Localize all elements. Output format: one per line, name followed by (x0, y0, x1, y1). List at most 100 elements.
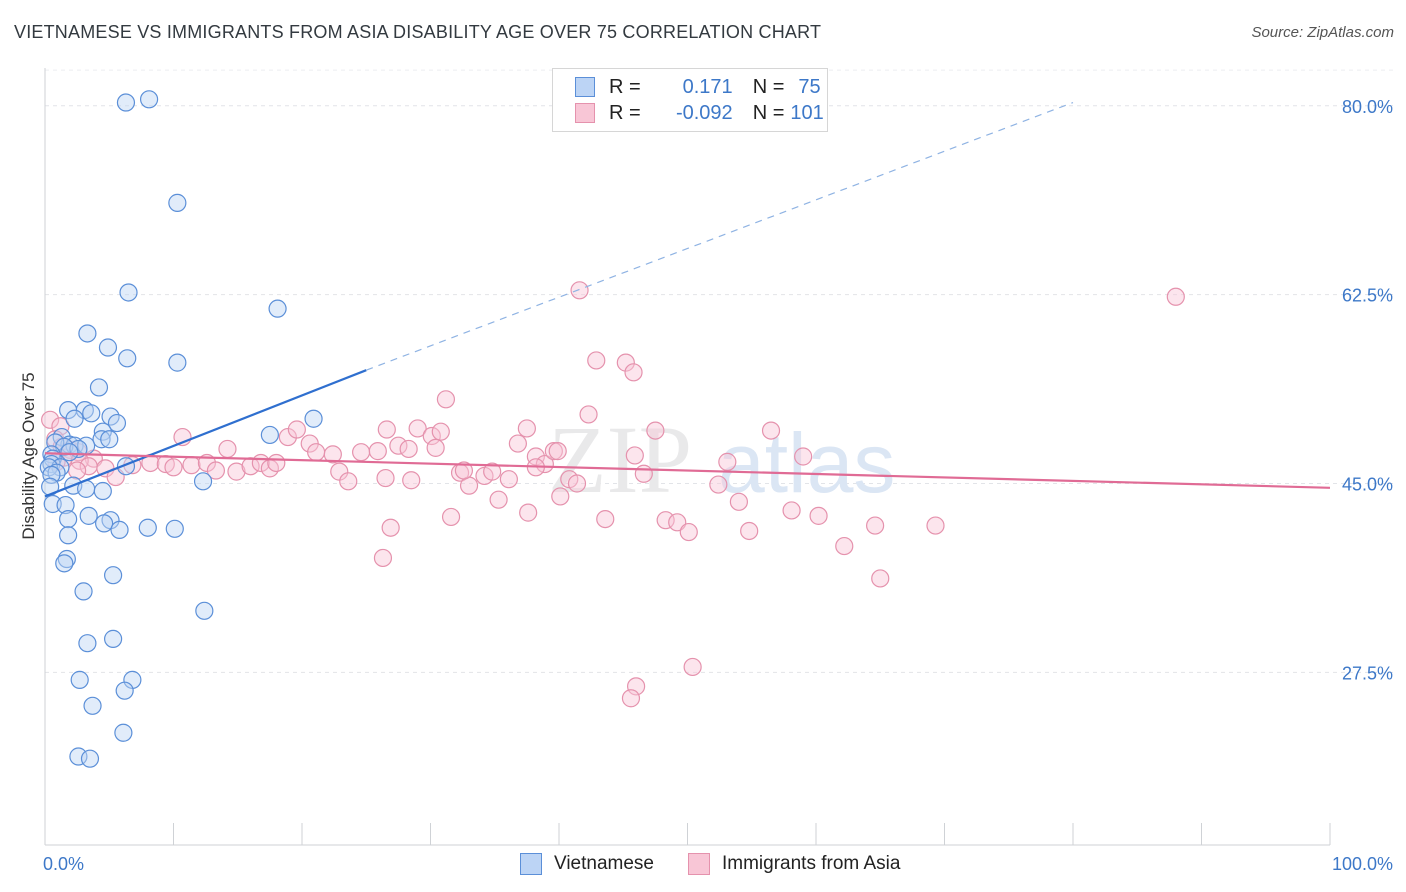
point-vietnamese (100, 430, 119, 449)
watermark: ZIP atlas (548, 406, 895, 513)
source-credit: Source: ZipAtlas.com (1251, 24, 1394, 41)
point-immigrants-from-asia (616, 353, 635, 372)
series-immigrants-from-asia (41, 281, 1185, 708)
point-immigrants-from-asia (307, 443, 326, 462)
point-immigrants-from-asia (483, 462, 502, 481)
x-tick-label-min: 0.0% (43, 854, 84, 874)
legend-n-value: 101 (790, 101, 824, 124)
point-immigrants-from-asia (517, 419, 536, 438)
watermark-atlas: atlas (718, 416, 895, 510)
point-vietnamese (107, 413, 127, 433)
y-axis-label: Disability Age Over 75 (19, 372, 38, 539)
point-vietnamese (118, 349, 137, 368)
point-immigrants-from-asia (489, 490, 508, 509)
tick-labels: 80.0% 62.5% 45.0% 27.5% 0.0% 100.0% (43, 97, 1393, 874)
bottom-legend-asia: Immigrants from Asia (688, 852, 900, 876)
point-immigrants-from-asia (668, 513, 687, 532)
point-vietnamese (110, 520, 129, 539)
point-vietnamese (74, 582, 93, 601)
point-vietnamese (268, 299, 287, 318)
point-vietnamese (65, 409, 84, 428)
point-immigrants-from-asia (459, 476, 479, 495)
point-immigrants-from-asia (579, 405, 598, 424)
point-vietnamese (195, 601, 214, 620)
point-vietnamese (70, 670, 89, 689)
point-immigrants-from-asia (1166, 287, 1185, 306)
legend-r-label: R = (609, 101, 641, 124)
bottom-swatch-asia (688, 853, 710, 875)
grid-lines (45, 69, 1395, 673)
point-immigrants-from-asia (381, 518, 400, 537)
point-immigrants-from-asia (926, 516, 945, 535)
point-vietnamese (93, 481, 112, 501)
y-tick-label: 27.5% (1342, 663, 1393, 683)
point-immigrants-from-asia (441, 507, 461, 527)
point-immigrants-from-asia (267, 453, 286, 473)
point-immigrants-from-asia (454, 461, 474, 480)
point-vietnamese (82, 404, 101, 423)
point-vietnamese (115, 681, 134, 700)
point-immigrants-from-asia (227, 462, 246, 481)
point-immigrants-from-asia (626, 677, 646, 696)
point-vietnamese (193, 472, 213, 491)
point-vietnamese (55, 554, 74, 573)
point-immigrants-from-asia (634, 464, 653, 483)
point-immigrants-from-asia (436, 390, 456, 409)
point-immigrants-from-asia (587, 351, 606, 370)
point-vietnamese (116, 93, 136, 112)
point-immigrants-from-asia (206, 461, 226, 480)
legend-r-value: -0.092 (675, 101, 733, 124)
bottom-label-asia: Immigrants from Asia (722, 853, 901, 874)
point-immigrants-from-asia (352, 443, 371, 462)
point-immigrants-from-asia (431, 422, 450, 441)
point-immigrants-from-asia (389, 436, 408, 455)
point-immigrants-from-asia (809, 506, 828, 525)
point-immigrants-from-asia (871, 569, 890, 588)
watermark-zip: ZIP (548, 406, 692, 513)
point-immigrants-from-asia (761, 421, 781, 440)
point-immigrants-from-asia (646, 421, 665, 440)
point-vietnamese (93, 422, 112, 441)
y-tick-label: 45.0% (1342, 474, 1393, 494)
legend-r-label: R = (609, 75, 641, 98)
point-immigrants-from-asia (422, 426, 441, 446)
series-vietnamese (39, 90, 323, 768)
y-tick-label: 80.0% (1342, 97, 1393, 117)
point-vietnamese (59, 526, 78, 545)
point-immigrants-from-asia (740, 521, 759, 541)
point-immigrants-from-asia (625, 446, 644, 465)
point-vietnamese (43, 494, 62, 514)
point-immigrants-from-asia (399, 439, 418, 459)
trend-line-vietnamese-extension (366, 101, 1074, 371)
point-immigrants-from-asia (835, 536, 854, 556)
legend-row-vietnamese: R = 0.171 N = 75 (575, 75, 821, 99)
bottom-swatch-vietnamese (520, 853, 542, 875)
point-immigrants-from-asia (679, 522, 698, 542)
trend-lines (44, 101, 1331, 498)
point-vietnamese (79, 506, 98, 525)
point-immigrants-from-asia (624, 363, 643, 382)
point-immigrants-from-asia (376, 468, 395, 488)
point-immigrants-from-asia (164, 458, 183, 477)
legend-n-value: 75 (798, 75, 821, 98)
point-vietnamese (104, 629, 123, 648)
point-immigrants-from-asia (718, 452, 737, 471)
point-vietnamese (95, 514, 114, 533)
trend-line-vietnamese (44, 369, 367, 498)
point-vietnamese (260, 425, 279, 445)
point-vietnamese (139, 90, 159, 109)
x-tick-label-max: 100.0% (1332, 854, 1393, 874)
point-vietnamese (60, 443, 79, 462)
legend-n-label: N = (752, 75, 785, 98)
point-immigrants-from-asia (426, 438, 445, 457)
point-immigrants-from-asia (402, 471, 421, 490)
point-vietnamese (98, 338, 118, 357)
point-vietnamese (78, 634, 97, 653)
point-immigrants-from-asia (709, 475, 728, 494)
point-vietnamese (304, 409, 323, 428)
point-immigrants-from-asia (729, 492, 749, 511)
point-immigrants-from-asia (323, 445, 342, 464)
point-immigrants-from-asia (339, 472, 358, 491)
point-vietnamese (165, 519, 184, 538)
